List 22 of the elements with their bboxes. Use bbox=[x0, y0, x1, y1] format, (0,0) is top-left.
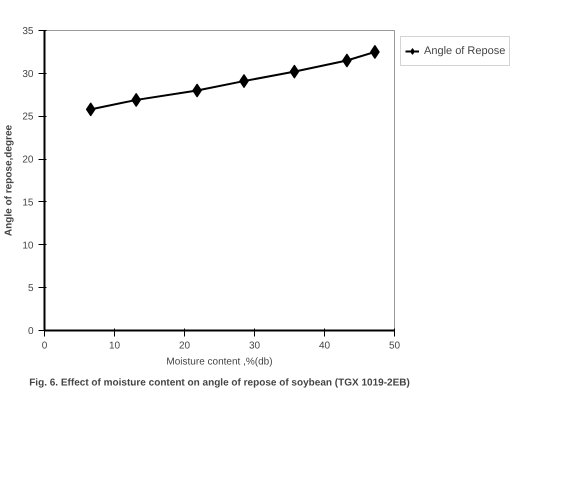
x-tick-label: 10 bbox=[108, 340, 120, 352]
y-tick-label: 25 bbox=[22, 112, 34, 123]
legend-label: Angle of Repose bbox=[424, 45, 506, 57]
point bbox=[342, 54, 352, 68]
y-tick-label: 35 bbox=[22, 26, 34, 37]
point bbox=[86, 102, 96, 116]
y-tick-label: 20 bbox=[22, 154, 34, 166]
y-axis-title: Angle of repose,degree bbox=[3, 124, 14, 236]
caption: Fig. 6. Effect of moisture content on angle of repose of soybean (TGX 1019-2EB) bbox=[29, 378, 410, 388]
point bbox=[131, 92, 142, 107]
y-tick-label: 0 bbox=[28, 326, 34, 337]
x-axis-title: Moisture content ,%(db) bbox=[166, 356, 273, 368]
x-tick-label: 0 bbox=[42, 340, 48, 352]
x-tick-label: 40 bbox=[318, 340, 330, 352]
point bbox=[192, 84, 202, 98]
y-tick-label: 10 bbox=[22, 240, 34, 252]
x-tick-label: 50 bbox=[388, 340, 400, 352]
y-tick-label: 5 bbox=[28, 283, 34, 294]
x-tick-label: 30 bbox=[248, 340, 260, 352]
y-tick-label: 15 bbox=[22, 197, 34, 208]
x-tick-label: 20 bbox=[178, 340, 190, 352]
y-tick-label: 30 bbox=[22, 68, 34, 80]
